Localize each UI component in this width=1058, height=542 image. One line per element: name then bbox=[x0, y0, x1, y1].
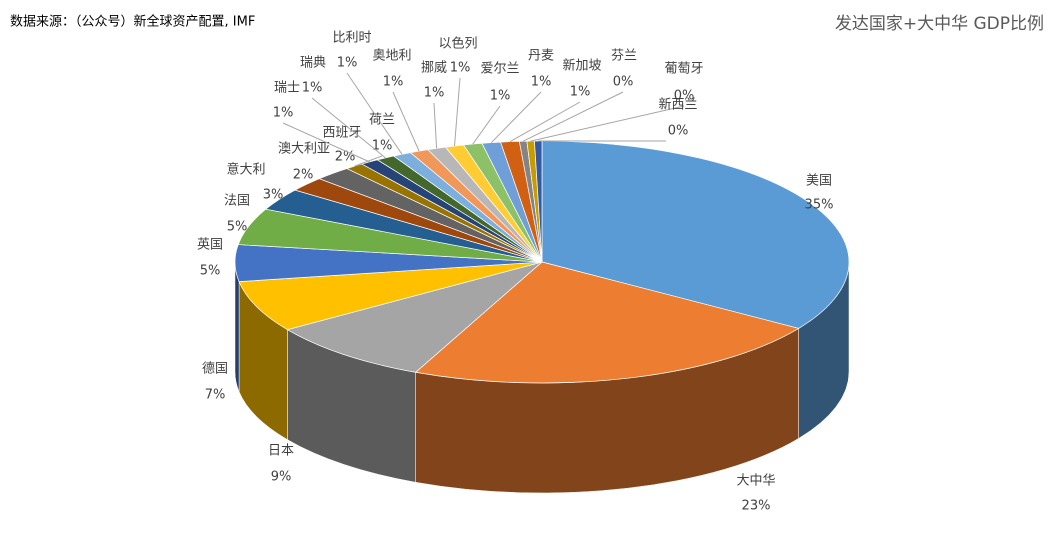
leader-line bbox=[282, 122, 370, 163]
leader-line bbox=[392, 91, 420, 152]
slice bbox=[286, 261, 543, 373]
value-label: 1% bbox=[302, 81, 323, 96]
leader-line bbox=[433, 102, 438, 149]
value-label: 5% bbox=[200, 264, 221, 279]
slice-label: 大中华 bbox=[736, 474, 775, 489]
value-label: 1% bbox=[450, 61, 471, 76]
value-label: 2% bbox=[335, 150, 356, 165]
leader-line bbox=[472, 105, 501, 145]
leader-line bbox=[454, 77, 461, 147]
leader-line bbox=[509, 101, 581, 143]
slice-label: 奥地利 bbox=[372, 49, 411, 64]
slice-label: 芬兰 bbox=[611, 49, 637, 64]
slice-label: 爱尔兰 bbox=[480, 62, 519, 77]
value-label: 1% bbox=[424, 86, 445, 101]
chart-title: 发达国家+大中华 GDP比例 bbox=[835, 14, 1044, 34]
value-label: 23% bbox=[742, 499, 771, 514]
slice bbox=[238, 261, 543, 331]
slice bbox=[414, 261, 800, 384]
slice-label: 德国 bbox=[202, 362, 228, 377]
value-label: 1% bbox=[531, 75, 552, 90]
slice-label: 瑞典 bbox=[300, 56, 326, 71]
value-label: 2% bbox=[293, 168, 314, 183]
slice-label: 英国 bbox=[197, 238, 223, 253]
slice-label: 瑞士 bbox=[274, 81, 300, 96]
slice-label: 挪威 bbox=[421, 61, 447, 76]
leader-line bbox=[490, 91, 542, 144]
slice-label: 澳大利亚 bbox=[278, 141, 330, 157]
slice-label: 新加坡 bbox=[562, 58, 601, 74]
slice-side bbox=[234, 261, 240, 392]
slice-label: 美国 bbox=[806, 174, 832, 189]
value-label: 0% bbox=[674, 89, 695, 104]
value-label: 1% bbox=[383, 75, 404, 90]
slice-label: 葡萄牙 bbox=[664, 62, 703, 77]
value-label: 5% bbox=[227, 220, 248, 235]
leader-line bbox=[522, 91, 624, 142]
slice-label: 荷兰 bbox=[369, 113, 395, 128]
slice-label: 丹麦 bbox=[528, 49, 554, 64]
value-label: 9% bbox=[271, 470, 292, 485]
slice-label: 意大利 bbox=[226, 162, 265, 178]
source: 数据来源：（公众号）新全球资产配置, IMF bbox=[10, 14, 255, 30]
leader-line bbox=[530, 105, 685, 142]
value-label: 3% bbox=[263, 188, 284, 203]
slice-label: 以色列 bbox=[438, 36, 477, 52]
leader-line bbox=[346, 72, 403, 155]
value-label: 35% bbox=[805, 198, 834, 213]
slice-label: 西班牙 bbox=[322, 126, 361, 141]
value-label: 1% bbox=[490, 89, 511, 104]
value-label: 0% bbox=[668, 124, 689, 139]
leader-line bbox=[311, 97, 386, 159]
value-label: 1% bbox=[273, 106, 294, 121]
value-label: 1% bbox=[337, 56, 358, 71]
value-label: 0% bbox=[613, 75, 634, 90]
slice-label: 比利时 bbox=[332, 31, 371, 46]
slice-label: 日本 bbox=[268, 444, 294, 459]
value-label: 1% bbox=[570, 85, 591, 100]
slice-label: 新西兰 bbox=[658, 97, 697, 113]
value-label: 7% bbox=[205, 388, 226, 403]
slice-label: 法国 bbox=[224, 194, 250, 209]
value-label: 1% bbox=[372, 139, 393, 154]
